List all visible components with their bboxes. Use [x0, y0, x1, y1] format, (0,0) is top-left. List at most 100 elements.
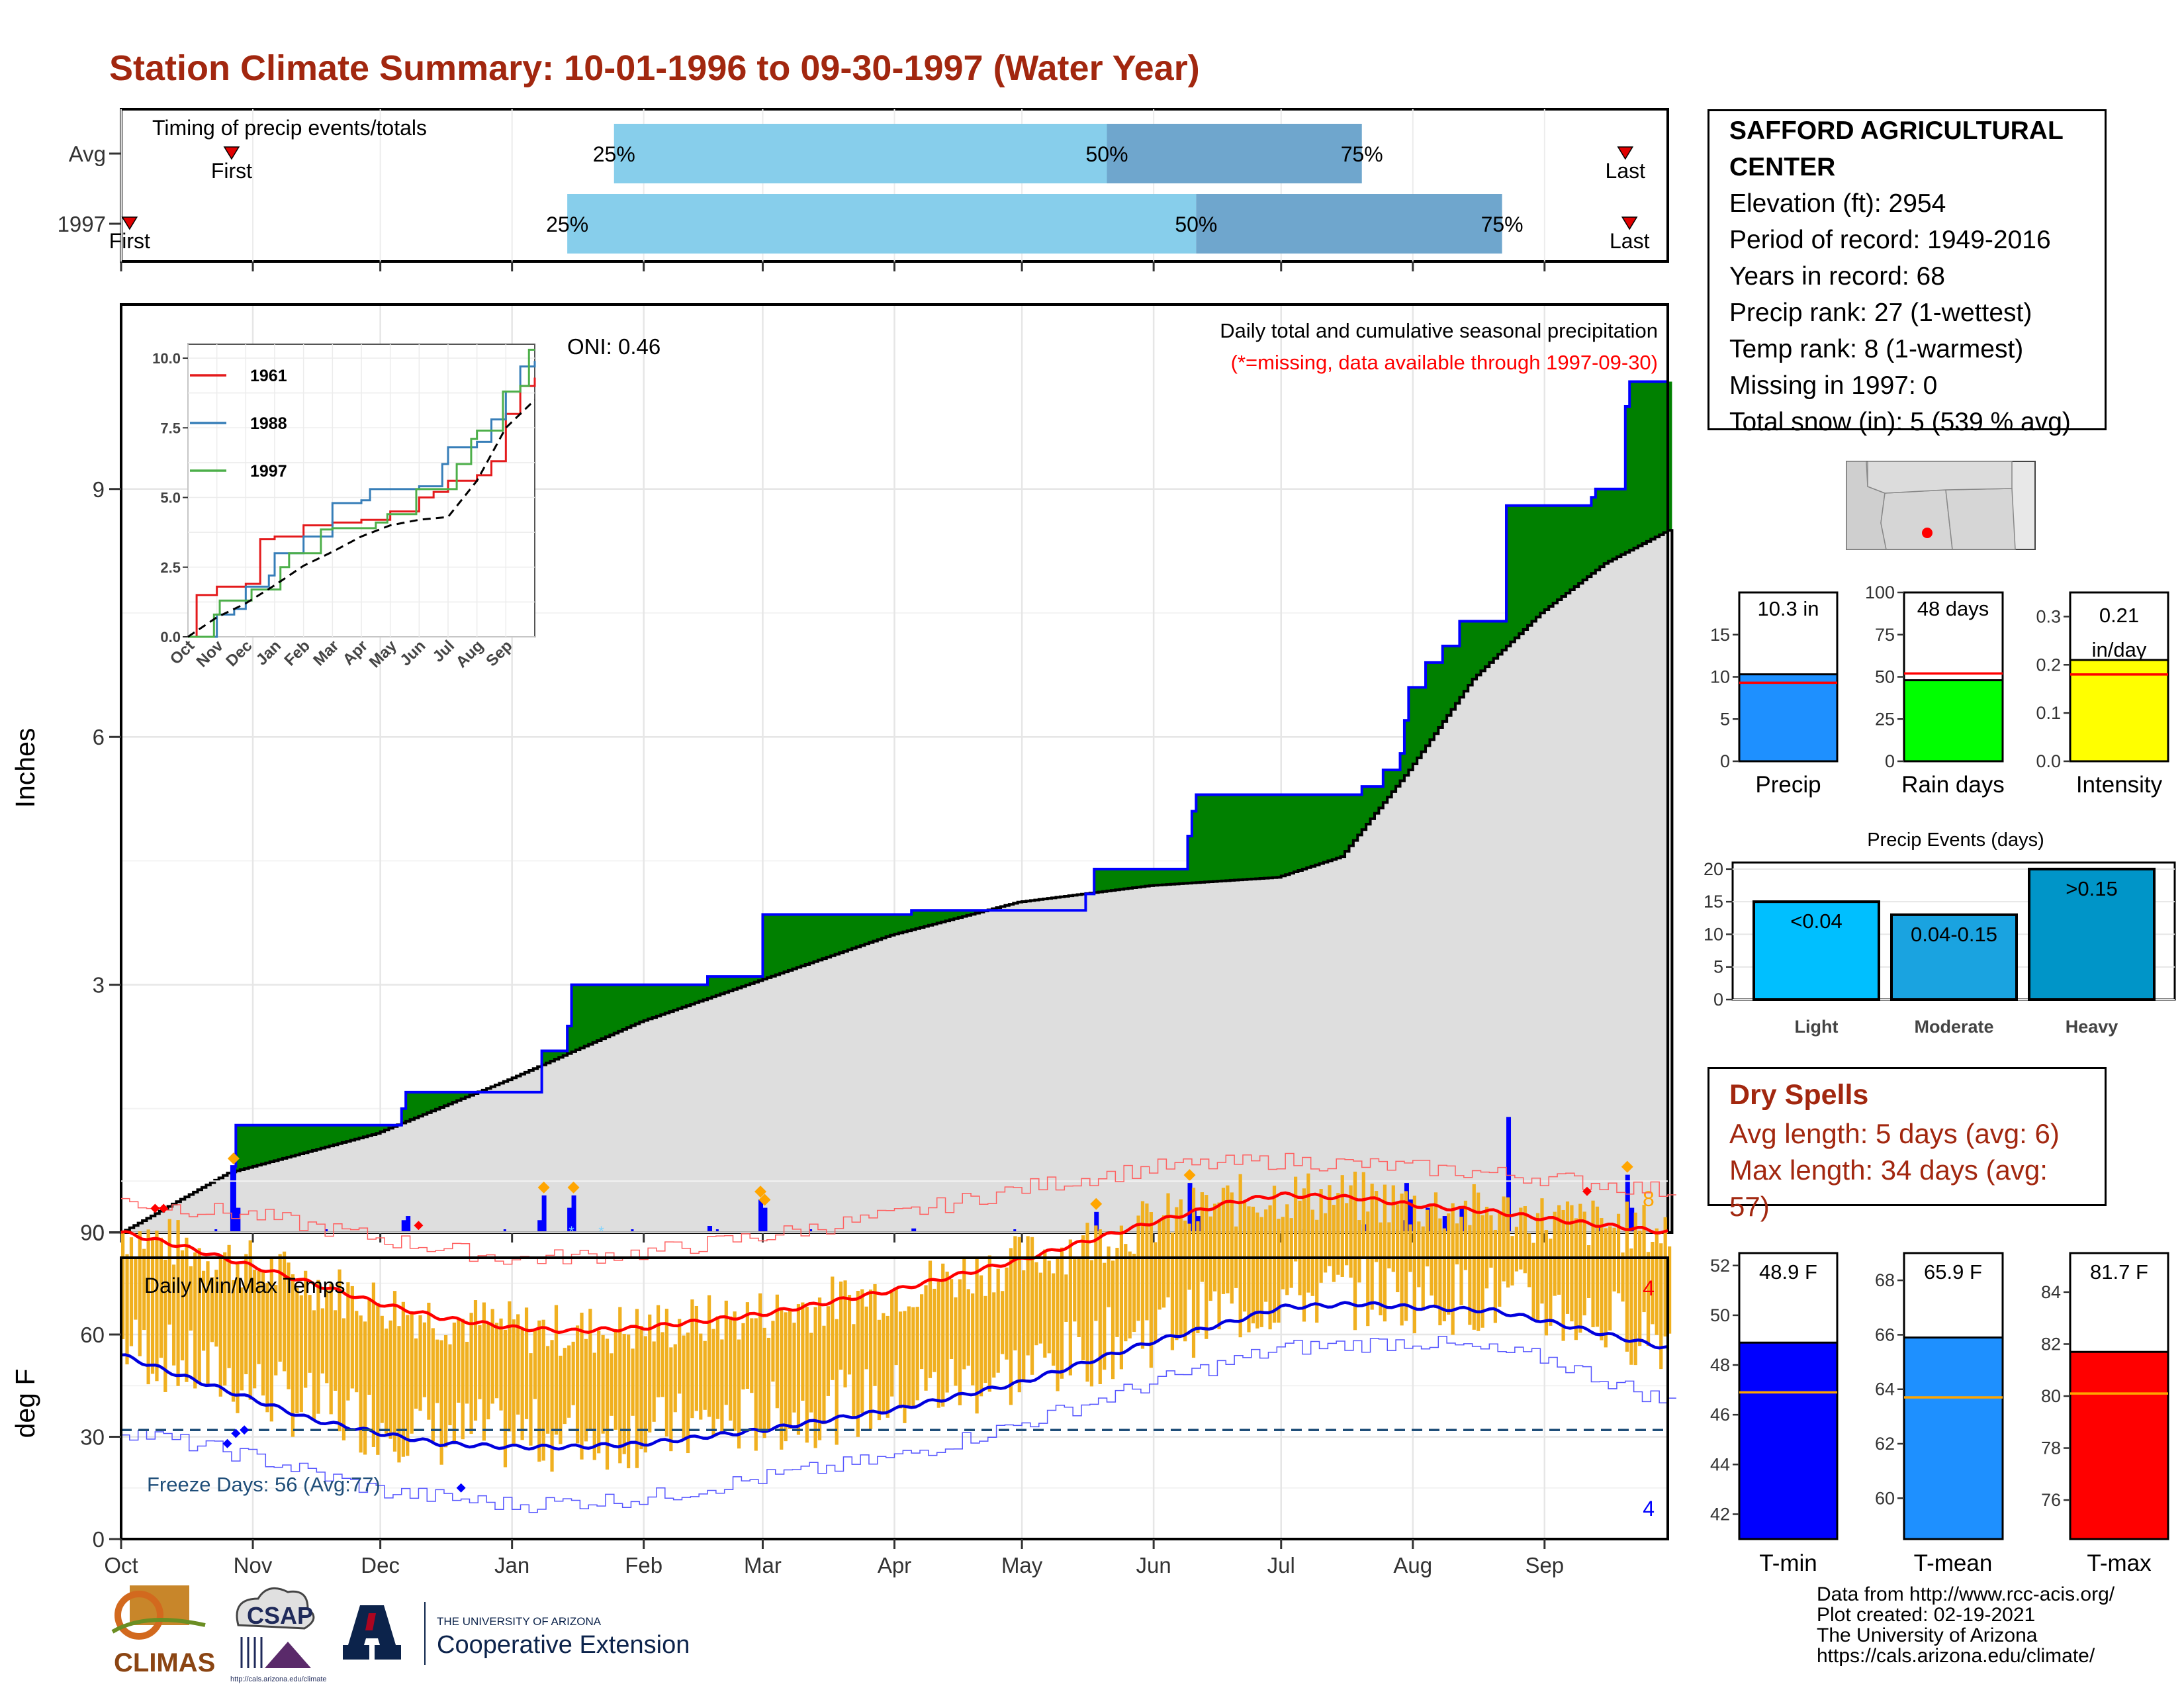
- daily-temp-bar: [563, 1348, 567, 1425]
- daily-temp-bar: [210, 1277, 214, 1342]
- map-new-mexico-shape: [1945, 488, 2016, 550]
- daily-temp-bar: [1026, 1236, 1030, 1356]
- daily-temp-bar: [1060, 1247, 1064, 1379]
- daily-temp-bar: [843, 1280, 847, 1387]
- trace-precip-tick: [631, 1229, 634, 1233]
- daily-temp-bar: [1379, 1222, 1383, 1315]
- map-arizona-shape: [1880, 489, 1953, 550]
- record-high-marker-icon: [150, 1203, 160, 1213]
- daily-temp-bar: [1608, 1226, 1612, 1331]
- inset-panel: 0.02.55.07.510.0OctNovDecJanFebMarAprMay…: [152, 344, 536, 671]
- daily-temp-bar: [1535, 1213, 1540, 1320]
- daily-temp-bar: [627, 1334, 631, 1469]
- daily-temp-bar: [129, 1237, 134, 1346]
- summary-ytick-label: 25: [1875, 709, 1895, 729]
- daily-temp-bar: [529, 1353, 533, 1446]
- daily-temp-bar: [966, 1289, 970, 1366]
- daily-temp-bar: [1549, 1239, 1553, 1326]
- daily-temp-bar: [550, 1340, 554, 1472]
- daily-temp-bar: [682, 1335, 686, 1439]
- daily-temp-bar: [1205, 1195, 1208, 1339]
- daily-precip-bar: [567, 1207, 572, 1233]
- daily-temp-bar: [410, 1311, 414, 1434]
- record-min-line: [121, 1336, 1676, 1513]
- daily-temp-bar: [1451, 1203, 1455, 1335]
- precip-events-title: Precip Events (days): [1867, 829, 2044, 851]
- daily-temp-bar: [907, 1306, 911, 1409]
- trace-precip-tick: [325, 1229, 328, 1233]
- daily-temp-bar: [461, 1319, 465, 1440]
- daily-temp-bar: [928, 1260, 933, 1378]
- daily-temp-bar: [1098, 1229, 1102, 1384]
- daily-temp-bar: [831, 1276, 835, 1380]
- daily-temp-bar: [601, 1335, 605, 1434]
- daily-temp-bar: [1463, 1200, 1468, 1270]
- temp-summary-ytick-label: 48: [1710, 1355, 1730, 1375]
- daily-temp-bar: [304, 1270, 308, 1388]
- daily-temp-bar: [1132, 1253, 1136, 1333]
- daily-temp-bar: [312, 1310, 316, 1419]
- record-high-marker-icon: [414, 1221, 424, 1231]
- record-high-marker-icon: [1582, 1186, 1592, 1196]
- daily-temp-bar: [1447, 1213, 1451, 1315]
- heavy-event-marker-icon: [1090, 1197, 1103, 1210]
- daily-temp-bar: [1370, 1184, 1374, 1310]
- record-low-marker-icon: [222, 1438, 232, 1448]
- temp-summary-ytick-label: 52: [1710, 1256, 1730, 1276]
- record-low-marker-icon: [456, 1483, 466, 1493]
- summary-ytick-label: 100: [1865, 583, 1895, 602]
- daily-temp-bar: [1510, 1236, 1514, 1286]
- events-bar: [1752, 900, 1880, 1001]
- daily-temp-bar: [1226, 1185, 1230, 1293]
- daily-temp-bar: [1085, 1223, 1089, 1382]
- daily-temp-bar: [320, 1308, 324, 1374]
- daily-temp-bar: [316, 1280, 320, 1414]
- daily-temp-bar: [499, 1318, 503, 1411]
- daily-temp-bar: [1438, 1218, 1442, 1326]
- daily-temp-bar: [873, 1284, 877, 1386]
- dry-spells-max: Max length: 34 days (avg: 57): [1729, 1154, 2048, 1222]
- daily-temp-bar: [146, 1229, 150, 1385]
- daily-temp-bar: [864, 1306, 868, 1370]
- daily-temp-bar: [1247, 1206, 1251, 1333]
- daily-temp-bar: [406, 1315, 410, 1456]
- above-average-area: [1094, 381, 1672, 893]
- daily-temp-bar: [1357, 1220, 1361, 1283]
- inset-ytick-label: 10.0: [152, 350, 181, 367]
- daily-temp-bar: [1230, 1192, 1234, 1304]
- daily-temp-bar: [660, 1332, 664, 1397]
- daily-temp-bar: [1140, 1201, 1145, 1349]
- daily-temp-bar: [639, 1325, 643, 1450]
- daily-temp-bar: [1281, 1217, 1285, 1289]
- daily-temp-bar: [1323, 1213, 1328, 1273]
- daily-temp-bar: [1094, 1225, 1098, 1321]
- daily-temp-bar: [847, 1295, 852, 1375]
- daily-temp-bar: [478, 1325, 482, 1399]
- daily-temp-bar: [1175, 1207, 1179, 1340]
- daily-temp-bar: [355, 1311, 359, 1393]
- daily-temp-bar: [877, 1319, 882, 1421]
- temp-summary-value-label: 65.9 F: [1924, 1260, 1982, 1284]
- daily-temp-bar: [1527, 1233, 1531, 1288]
- daily-temp-bar: [494, 1323, 499, 1399]
- summary-bar: [1738, 673, 1839, 763]
- daily-temp-bar: [1587, 1245, 1591, 1298]
- summary-bars: 10.3 in 0 5 10 15 Precip 48 days 0 25 50 75 100 Rain…: [1710, 583, 2169, 798]
- daily-temp-bar: [669, 1347, 673, 1452]
- locator-map: [1846, 461, 2036, 550]
- daily-temp-bar: [656, 1305, 660, 1397]
- timing-last-label: Last: [1606, 159, 1646, 183]
- daily-temp-bar: [1251, 1206, 1255, 1324]
- summary-ytick-label: 0.3: [2036, 606, 2061, 626]
- daily-temp-bar: [1161, 1215, 1166, 1308]
- daily-temp-bar: [269, 1258, 273, 1422]
- trace-precip-tick: [715, 1229, 719, 1233]
- daily-temp-bar: [1332, 1205, 1336, 1282]
- daily-temp-bar: [643, 1336, 647, 1453]
- daily-temp-bar: [1417, 1221, 1421, 1288]
- csap-url: http://cals.arizona.edu/climate: [230, 1675, 327, 1683]
- dry-spells-box: Dry Spells Avg length: 5 days (avg: 6) M…: [1707, 1067, 2107, 1222]
- summary-category-label: Intensity: [2076, 772, 2163, 798]
- daily-temp-bar: [537, 1320, 541, 1462]
- temp-summary-ytick-label: 42: [1710, 1504, 1730, 1524]
